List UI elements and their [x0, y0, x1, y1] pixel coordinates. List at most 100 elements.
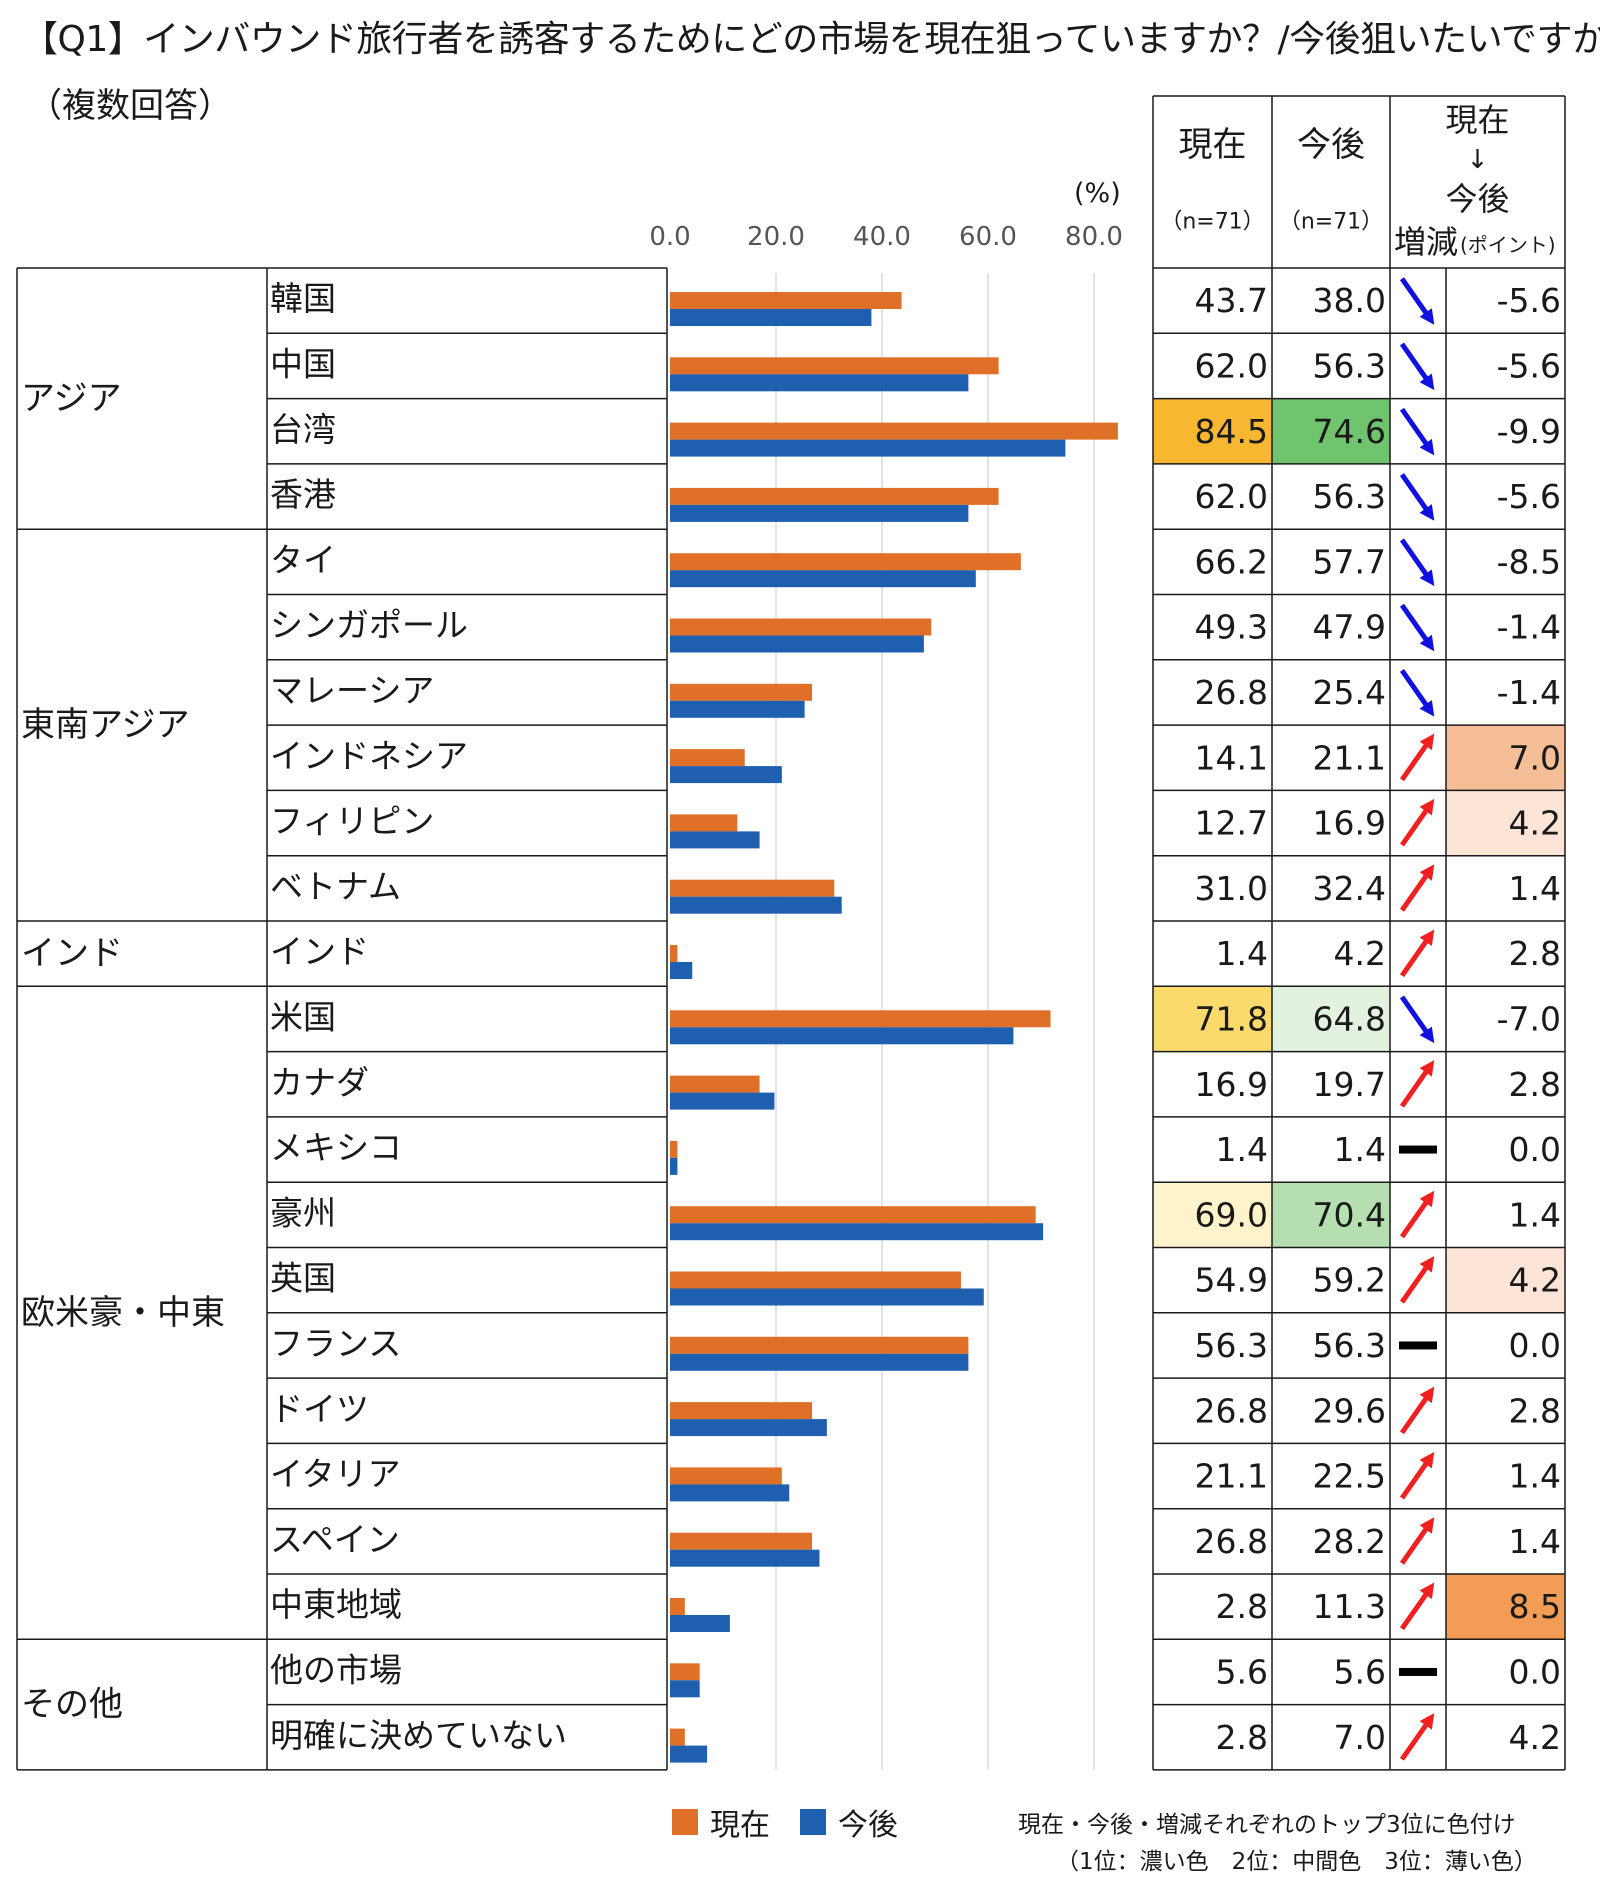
- highlight-cell: [1153, 1182, 1272, 1248]
- value-change: 1.4: [1509, 1195, 1561, 1234]
- trend-flat-icon: [1399, 1341, 1437, 1350]
- value-current: 16.9: [1195, 1065, 1268, 1104]
- value-current: 31.0: [1195, 869, 1268, 908]
- value-future: 70.4: [1313, 1195, 1386, 1234]
- category-label: フランス: [270, 1324, 401, 1363]
- value-change: 1.4: [1509, 1457, 1561, 1496]
- bar-current: [670, 292, 902, 309]
- category-label: メキシコ: [270, 1128, 402, 1167]
- category-label: 豪州: [270, 1193, 336, 1232]
- bar-current: [670, 487, 999, 505]
- value-current: 12.7: [1195, 804, 1268, 843]
- trend-up-arrow-icon: [1399, 1060, 1435, 1108]
- x-tick-label: 40.0: [853, 222, 911, 252]
- value-future: 19.7: [1313, 1065, 1386, 1104]
- value-future: 25.4: [1313, 673, 1386, 712]
- value-future: 47.9: [1313, 608, 1386, 647]
- trend-down-arrow-icon: [1399, 473, 1435, 521]
- value-future: 1.4: [1334, 1130, 1386, 1169]
- bar-current: [670, 1598, 685, 1615]
- highlight-cell: [1446, 1247, 1565, 1313]
- value-current: 21.1: [1195, 1457, 1268, 1496]
- trend-up-arrow-icon: [1399, 1256, 1435, 1304]
- category-label: 台湾: [270, 410, 336, 449]
- value-future: 21.1: [1313, 738, 1386, 777]
- bar-future: [670, 831, 760, 849]
- header-n-current: （n=71）: [1160, 210, 1264, 235]
- note-line-1: 現在・今後・増減それぞれのトップ3位に色付け: [1018, 1812, 1516, 1838]
- value-change: 4.2: [1509, 1718, 1561, 1757]
- value-current: 66.2: [1195, 542, 1268, 581]
- trend-up-arrow-icon: [1399, 1386, 1435, 1435]
- category-label: マレーシア: [270, 671, 434, 710]
- value-future: 4.2: [1334, 934, 1386, 973]
- trend-down-arrow-icon: [1399, 669, 1435, 717]
- x-tick-label: 80.0: [1065, 222, 1123, 252]
- value-future: 16.9: [1313, 804, 1386, 843]
- group-label: その他: [21, 1685, 123, 1725]
- trend-down-arrow-icon: [1399, 538, 1435, 586]
- header-change-mid: 今後: [1445, 180, 1509, 218]
- highlight-cell: [1446, 725, 1565, 791]
- highlight-cell: [1272, 986, 1390, 1052]
- bar-current: [670, 749, 745, 767]
- category-label: 米国: [270, 997, 336, 1036]
- value-change: -8.5: [1497, 542, 1561, 581]
- bar-future: [670, 1745, 708, 1763]
- value-change: -9.9: [1497, 412, 1561, 451]
- group-label: 東南アジア: [21, 705, 190, 745]
- bar-future: [670, 1092, 775, 1110]
- legend: 現在 今後: [672, 1800, 928, 1844]
- bar-future: [670, 1223, 1044, 1241]
- highlight-cell: [1153, 398, 1272, 464]
- bar-future: [670, 1484, 790, 1502]
- bar-future: [670, 439, 1066, 457]
- value-current: 62.0: [1195, 477, 1268, 516]
- value-change: 1.4: [1509, 869, 1561, 908]
- value-change: -5.6: [1497, 346, 1561, 385]
- category-label: 中東地域: [270, 1585, 402, 1624]
- value-change: -5.6: [1497, 281, 1561, 320]
- group-label: アジア: [21, 379, 122, 419]
- bar-current: [670, 1140, 678, 1158]
- value-change: 7.0: [1509, 738, 1561, 777]
- bar-future: [670, 962, 693, 979]
- bar-future: [670, 635, 924, 653]
- bar-current: [670, 1663, 700, 1681]
- header-n-future: （n=71）: [1279, 210, 1383, 235]
- trend-up-arrow-icon: [1399, 864, 1435, 912]
- bar-future: [670, 1288, 984, 1306]
- value-current: 84.5: [1195, 412, 1268, 451]
- bar-future: [670, 1680, 700, 1698]
- bar-future: [670, 504, 969, 522]
- bar-future: [670, 1419, 827, 1437]
- category-label: インドネシア: [270, 736, 468, 775]
- value-future: 5.6: [1334, 1652, 1386, 1691]
- value-current: 1.4: [1216, 934, 1268, 973]
- header-change-label: 増減: [1394, 223, 1458, 261]
- bar-future: [670, 1615, 730, 1632]
- value-current: 5.6: [1216, 1652, 1268, 1691]
- legend-swatch-future: [800, 1809, 826, 1835]
- bar-future: [670, 1353, 969, 1371]
- bar-current: [670, 683, 813, 701]
- category-label: カナダ: [270, 1063, 369, 1102]
- highlight-cell: [1446, 1574, 1565, 1640]
- group-label: インド: [21, 934, 123, 974]
- header-current: 現在: [1179, 125, 1247, 165]
- legend-swatch-current: [672, 1809, 698, 1835]
- value-current: 62.0: [1195, 346, 1268, 385]
- category-label: インド: [270, 932, 369, 971]
- highlight-cell: [1272, 1182, 1390, 1248]
- highlight-cell: [1446, 790, 1565, 856]
- category-label: 明確に決めていない: [270, 1716, 567, 1755]
- bar-current: [670, 1728, 685, 1746]
- legend-item-future: 今後: [800, 1800, 898, 1844]
- header-change-unit: (ポイント): [1460, 233, 1556, 257]
- value-change: -1.4: [1497, 673, 1561, 712]
- trend-flat-icon: [1399, 1145, 1437, 1154]
- value-current: 2.8: [1216, 1587, 1268, 1626]
- category-label: イタリア: [270, 1455, 401, 1494]
- trend-up-arrow-icon: [1399, 929, 1435, 978]
- value-current: 69.0: [1195, 1195, 1268, 1234]
